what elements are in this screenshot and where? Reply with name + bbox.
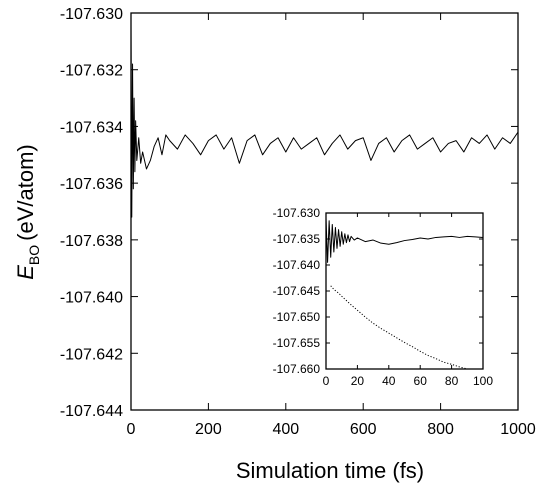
inset-ticks: 0 20 40 60 80 100 -107.630 -107.635 -107.640 -107… (273, 206, 494, 388)
x-axis-title: Simulation time (fs) (236, 458, 424, 483)
main-y-tick-label: -107.634 (60, 119, 123, 136)
main-x-tick-label: 600 (350, 421, 377, 438)
inset-x-tick-label: 40 (382, 374, 396, 388)
main-x-tick-label: 400 (272, 421, 299, 438)
main-y-tick-label: -107.630 (60, 6, 123, 23)
svg-text:EBO(eV/atom): EBO (eV/atom) (13, 144, 42, 280)
main-x-tick-label: 1000 (500, 421, 536, 438)
inset-x-tick-label: 100 (473, 374, 493, 388)
inset-plot: 0 20 40 60 80 100 -107.630 -107.635 -107.640 -107… (273, 206, 494, 388)
main-y-tick-label: -107.644 (60, 403, 123, 420)
inset-y-tick-label: -107.645 (273, 284, 321, 298)
inset-background (322, 210, 486, 372)
inset-series-line-1 (330, 285, 468, 370)
y-axis-title: EBO (eV/atom) (13, 144, 42, 280)
inset-series-line-0 (325, 218, 484, 263)
main-y-tick-label: -107.640 (60, 290, 123, 307)
inset-y-tick-label: -107.655 (273, 336, 321, 350)
inset-series (325, 218, 484, 370)
main-y-tick-label: -107.636 (60, 176, 123, 193)
inset-y-tick-label: -107.630 (273, 206, 321, 220)
inset-x-tick-label: 80 (445, 374, 459, 388)
inset-x-tick-label: 60 (414, 374, 428, 388)
y-axis-title-unit: (eV/atom) (13, 144, 38, 241)
inset-y-tick-label: -107.635 (273, 232, 321, 246)
y-axis-title-symbol: E (13, 265, 38, 280)
main-x-tick-label: 800 (427, 421, 454, 438)
inset-y-tick-label: -107.640 (273, 258, 321, 272)
main-plot-frame (130, 12, 519, 411)
inset-y-tick-label: -107.650 (273, 310, 321, 324)
main-ticks: 0 200 400 600 800 1000-107.630-107.632-107.63… (60, 6, 536, 438)
main-y-tick-label: -107.642 (60, 346, 123, 363)
y-axis-title-subscript: BO (26, 245, 42, 265)
inset-y-tick-label: -107.660 (273, 362, 321, 376)
inset-x-tick-label: 20 (351, 374, 365, 388)
main-plot: 0 200 400 600 800 1000-107.630-107.632-107.63… (60, 6, 536, 438)
main-series-line-0 (130, 27, 519, 218)
main-series (130, 27, 519, 218)
main-x-tick-label: 200 (195, 421, 222, 438)
main-y-tick-label: -107.632 (60, 63, 123, 80)
main-y-tick-label: -107.638 (60, 233, 123, 250)
inset-x-tick-label: 0 (323, 374, 330, 388)
main-x-tick-label: 0 (127, 421, 136, 438)
